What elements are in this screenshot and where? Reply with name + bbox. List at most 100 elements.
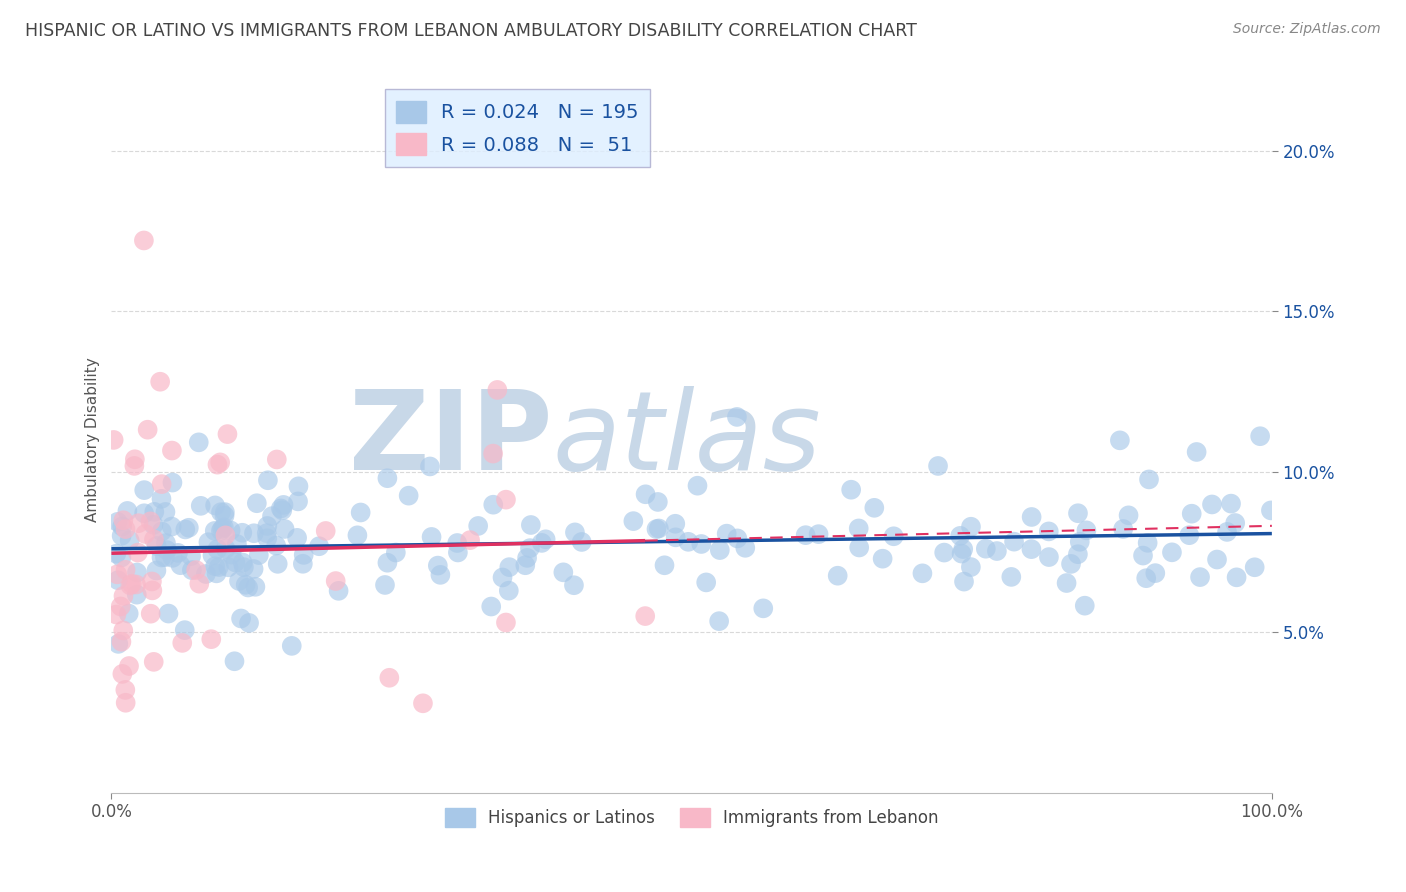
Point: [654, 558, 676, 573]
Point: [153, 550, 176, 565]
Point: [1260, 503, 1282, 517]
Point: [204, 499, 226, 513]
Point: [553, 566, 575, 580]
Point: [201, 549, 224, 563]
Point: [479, 599, 502, 614]
Point: [1021, 542, 1043, 557]
Point: [209, 524, 232, 538]
Point: [236, 581, 259, 595]
Point: [645, 522, 668, 536]
Point: [934, 545, 956, 559]
Point: [420, 530, 443, 544]
Point: [160, 519, 183, 533]
Point: [695, 575, 717, 590]
Point: [214, 505, 236, 519]
Point: [246, 496, 269, 510]
Point: [273, 522, 295, 536]
Point: [794, 528, 817, 542]
Point: [110, 599, 132, 614]
Point: [256, 519, 278, 533]
Point: [707, 614, 730, 628]
Point: [111, 519, 134, 533]
Point: [114, 682, 136, 697]
Point: [150, 477, 173, 491]
Point: [224, 654, 246, 668]
Point: [346, 528, 368, 542]
Point: [1002, 534, 1025, 549]
Point: [169, 558, 191, 573]
Point: [287, 494, 309, 508]
Point: [447, 545, 470, 559]
Point: [1144, 566, 1167, 581]
Point: [564, 525, 586, 540]
Point: [214, 508, 236, 523]
Point: [142, 655, 165, 669]
Point: [118, 533, 141, 548]
Point: [1201, 498, 1223, 512]
Point: [112, 513, 135, 527]
Point: [112, 624, 135, 638]
Point: [226, 537, 249, 551]
Point: [519, 541, 541, 555]
Point: [1185, 445, 1208, 459]
Point: [953, 574, 976, 589]
Point: [134, 506, 156, 520]
Point: [1076, 524, 1098, 538]
Point: [515, 558, 537, 573]
Point: [105, 607, 128, 622]
Point: [190, 499, 212, 513]
Point: [1225, 516, 1247, 530]
Point: [927, 458, 949, 473]
Point: [143, 505, 166, 519]
Point: [208, 560, 231, 574]
Point: [634, 609, 657, 624]
Point: [141, 583, 163, 598]
Point: [134, 483, 156, 497]
Point: [1178, 528, 1201, 542]
Point: [228, 574, 250, 588]
Point: [398, 489, 420, 503]
Point: [960, 560, 983, 574]
Point: [143, 533, 166, 547]
Point: [124, 458, 146, 473]
Point: [665, 530, 688, 544]
Point: [1220, 497, 1243, 511]
Point: [1021, 510, 1043, 524]
Point: [232, 556, 254, 570]
Point: [111, 529, 134, 543]
Point: [412, 696, 434, 710]
Point: [1132, 549, 1154, 563]
Point: [127, 516, 149, 531]
Point: [678, 534, 700, 549]
Point: [709, 543, 731, 558]
Point: [187, 435, 209, 450]
Point: [127, 545, 149, 559]
Point: [374, 578, 396, 592]
Point: [243, 526, 266, 541]
Point: [986, 544, 1008, 558]
Point: [224, 555, 246, 569]
Point: [167, 546, 190, 560]
Point: [242, 562, 264, 576]
Point: [378, 671, 401, 685]
Point: [134, 527, 156, 541]
Point: [534, 533, 557, 547]
Point: [1226, 570, 1249, 584]
Point: [872, 551, 894, 566]
Point: [292, 548, 315, 562]
Point: [257, 473, 280, 487]
Point: [1109, 434, 1132, 448]
Point: [114, 522, 136, 536]
Point: [647, 495, 669, 509]
Point: [156, 543, 179, 558]
Point: [848, 541, 870, 555]
Point: [142, 517, 165, 532]
Point: [634, 487, 657, 501]
Point: [118, 659, 141, 673]
Point: [180, 563, 202, 577]
Point: [426, 558, 449, 573]
Point: [209, 505, 232, 519]
Point: [1189, 570, 1212, 584]
Point: [120, 578, 142, 592]
Point: [495, 492, 517, 507]
